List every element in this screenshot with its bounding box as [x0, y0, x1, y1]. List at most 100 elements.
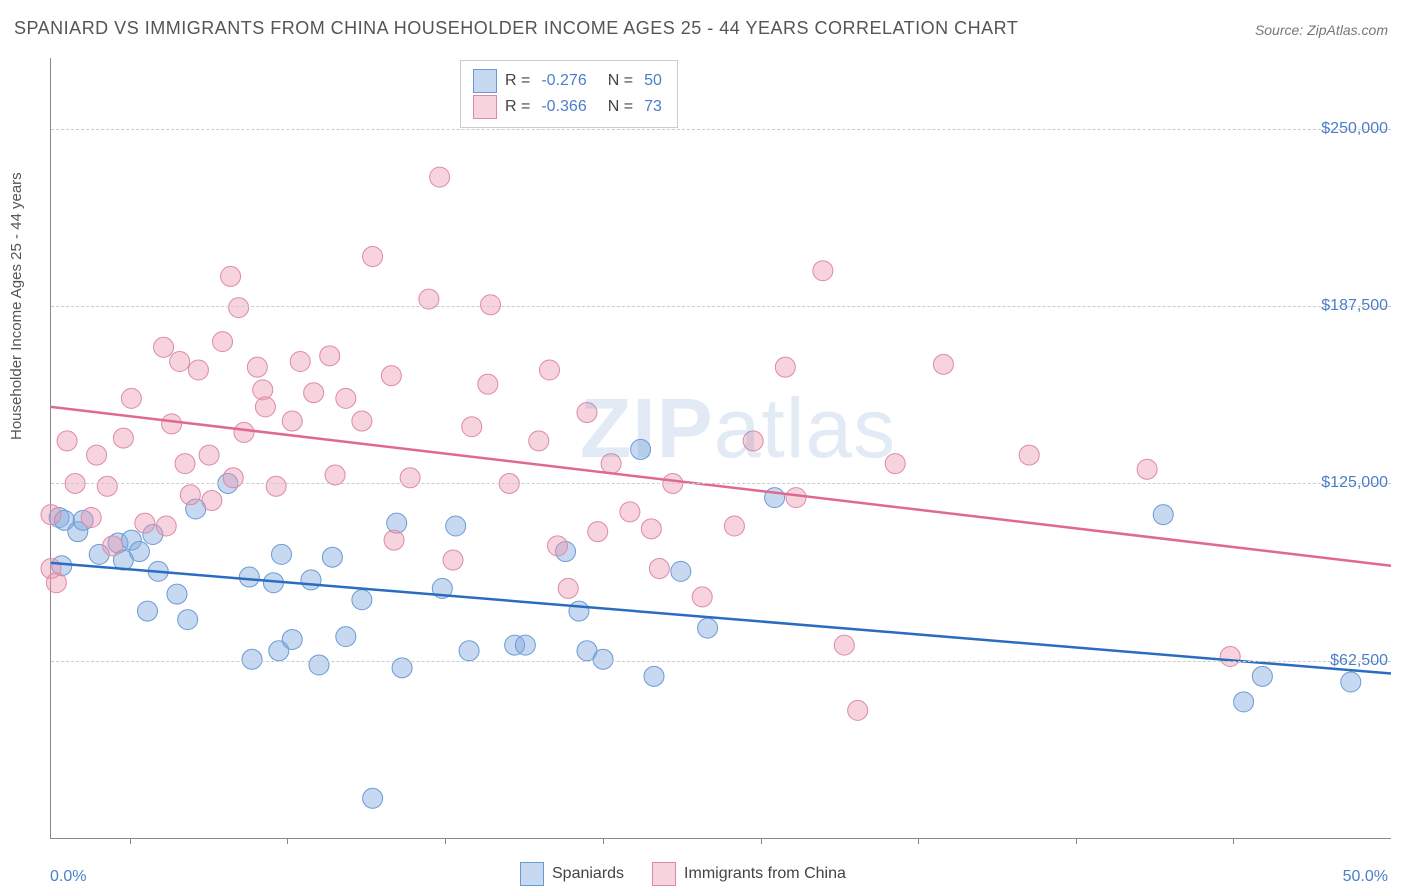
data-point: [381, 366, 401, 386]
data-point: [188, 360, 208, 380]
data-point: [459, 641, 479, 661]
data-point: [301, 570, 321, 590]
legend-series-name: Immigrants from China: [684, 865, 846, 883]
grid-line: [51, 129, 1391, 130]
y-tick-label: $187,500: [1321, 297, 1388, 315]
legend-row: R = -0.276 N = 50: [473, 69, 665, 93]
legend-r-value: -0.276: [541, 72, 586, 90]
data-point: [724, 516, 744, 536]
legend-swatch: [652, 862, 676, 886]
data-point: [221, 266, 241, 286]
data-point: [478, 374, 498, 394]
source-label: Source: ZipAtlas.com: [1255, 22, 1388, 38]
data-point: [156, 516, 176, 536]
data-point: [223, 468, 243, 488]
legend-item: Immigrants from China: [652, 862, 846, 886]
trend-line: [51, 407, 1391, 566]
y-axis-label: Householder Income Ages 25 - 44 years: [8, 172, 25, 440]
legend-n-label: N =: [608, 98, 633, 116]
data-point: [81, 507, 101, 527]
data-point: [671, 561, 691, 581]
data-point: [558, 578, 578, 598]
data-point: [247, 357, 267, 377]
data-point: [593, 649, 613, 669]
data-point: [213, 332, 233, 352]
data-point: [569, 601, 589, 621]
data-point: [446, 516, 466, 536]
data-point: [113, 428, 133, 448]
plot-area: [50, 58, 1391, 839]
x-tick: [918, 838, 919, 844]
series-legend: Spaniards Immigrants from China: [520, 862, 846, 886]
grid-line: [51, 306, 1391, 307]
legend-n-label: N =: [608, 72, 633, 90]
data-point: [282, 411, 302, 431]
data-point: [229, 298, 249, 318]
data-point: [1137, 459, 1157, 479]
data-point: [304, 383, 324, 403]
data-point: [135, 513, 155, 533]
legend-n-value: 50: [644, 72, 662, 90]
data-point: [41, 505, 61, 525]
data-point: [103, 536, 123, 556]
data-point: [336, 627, 356, 647]
legend-r-value: -0.366: [541, 98, 586, 116]
legend-swatch: [473, 95, 497, 119]
data-point: [462, 417, 482, 437]
data-point: [309, 655, 329, 675]
data-point: [548, 536, 568, 556]
data-point: [170, 351, 190, 371]
data-point: [255, 397, 275, 417]
data-point: [87, 445, 107, 465]
legend-item: Spaniards: [520, 862, 624, 886]
data-point: [325, 465, 345, 485]
data-point: [290, 351, 310, 371]
data-point: [199, 445, 219, 465]
data-point: [239, 567, 259, 587]
legend-swatch: [520, 862, 544, 886]
data-point: [1220, 646, 1240, 666]
legend-r-label: R =: [505, 72, 530, 90]
data-point: [644, 666, 664, 686]
y-tick-label: $125,000: [1321, 474, 1388, 492]
data-point: [352, 411, 372, 431]
data-point: [539, 360, 559, 380]
scatter-svg: [51, 58, 1391, 838]
data-point: [129, 542, 149, 562]
chart-title: SPANIARD VS IMMIGRANTS FROM CHINA HOUSEH…: [14, 18, 1018, 39]
legend-swatch: [473, 69, 497, 93]
x-tick: [603, 838, 604, 844]
data-point: [1234, 692, 1254, 712]
x-tick: [445, 838, 446, 844]
data-point: [885, 454, 905, 474]
data-point: [400, 468, 420, 488]
data-point: [57, 431, 77, 451]
data-point: [121, 388, 141, 408]
data-point: [282, 629, 302, 649]
data-point: [242, 649, 262, 669]
grid-line: [51, 661, 1391, 662]
data-point: [692, 587, 712, 607]
x-axis-min-label: 0.0%: [50, 868, 86, 886]
data-point: [363, 788, 383, 808]
chart-container: SPANIARD VS IMMIGRANTS FROM CHINA HOUSEH…: [0, 0, 1406, 892]
y-tick-label: $250,000: [1321, 120, 1388, 138]
data-point: [813, 261, 833, 281]
data-point: [786, 488, 806, 508]
x-tick: [1076, 838, 1077, 844]
data-point: [577, 403, 597, 423]
data-point: [97, 476, 117, 496]
data-point: [743, 431, 763, 451]
data-point: [175, 454, 195, 474]
data-point: [178, 610, 198, 630]
data-point: [834, 635, 854, 655]
x-tick: [1233, 838, 1234, 844]
data-point: [1252, 666, 1272, 686]
data-point: [620, 502, 640, 522]
data-point: [631, 439, 651, 459]
data-point: [352, 590, 372, 610]
data-point: [271, 544, 291, 564]
y-tick-label: $62,500: [1330, 652, 1388, 670]
data-point: [162, 414, 182, 434]
data-point: [649, 559, 669, 579]
